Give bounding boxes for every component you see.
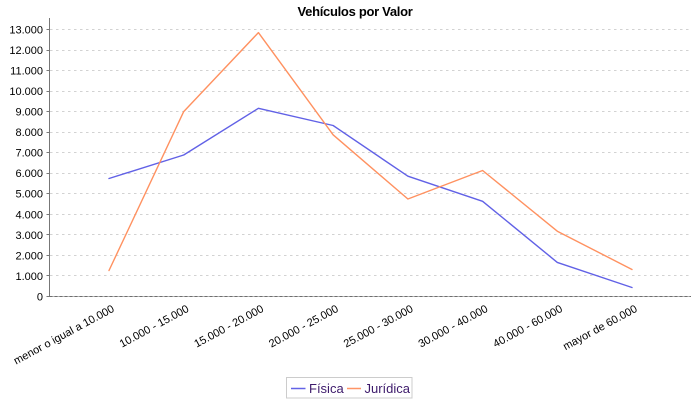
svg-text:6.000: 6.000 — [15, 168, 43, 180]
svg-text:3.000: 3.000 — [15, 230, 43, 242]
svg-text:5.000: 5.000 — [15, 189, 43, 201]
svg-text:Jurídica: Jurídica — [365, 381, 411, 396]
svg-text:12.000: 12.000 — [9, 45, 43, 57]
svg-text:2.000: 2.000 — [15, 250, 43, 262]
svg-text:10.000: 10.000 — [9, 86, 43, 98]
svg-text:9.000: 9.000 — [15, 107, 43, 119]
svg-text:7.000: 7.000 — [15, 148, 43, 160]
svg-text:1.000: 1.000 — [15, 271, 43, 283]
svg-text:8.000: 8.000 — [15, 127, 43, 139]
svg-text:Vehículos por Valor: Vehículos por Valor — [298, 4, 413, 19]
svg-text:4.000: 4.000 — [15, 209, 43, 221]
svg-text:13.000: 13.000 — [9, 24, 43, 36]
svg-text:Física: Física — [309, 381, 344, 396]
svg-text:0: 0 — [37, 292, 43, 304]
svg-text:11.000: 11.000 — [10, 65, 43, 77]
